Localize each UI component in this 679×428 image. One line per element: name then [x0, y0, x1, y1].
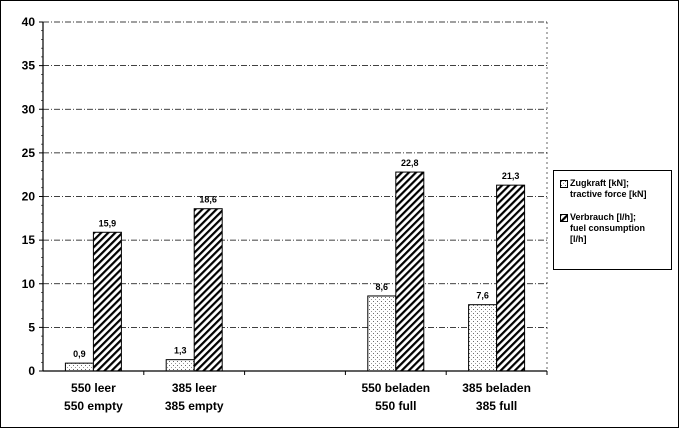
data-label-s1-c1: 18,6	[199, 195, 217, 205]
category-labels: 550 leer 550 empty 385 leer 385 empty 550 be…	[64, 381, 531, 413]
data-label-s0-c4: 7,6	[476, 291, 489, 301]
data-labels: 0,9 15,9 1,3 18,6 8,6 22,8 7,6 21,3	[73, 158, 519, 359]
category-sublabel-4: 385 full	[476, 399, 517, 413]
data-label-s0-c1: 1,3	[174, 346, 187, 356]
data-label-s1-c3: 22,8	[401, 158, 419, 168]
category-sublabel-1: 385 empty	[165, 399, 224, 413]
gridlines	[43, 21, 547, 328]
bars	[64, 171, 526, 372]
y-tick-label-25: 25	[22, 146, 36, 160]
legend-item-tractive-force: Zugkraft [kN]; tractive force [kN]	[560, 178, 667, 200]
y-axis-ticks: 0 5 10 15 20 25 30 35 40	[22, 15, 43, 378]
bar-s1-c3	[395, 171, 425, 372]
category-label-4: 385 beladen	[462, 381, 531, 395]
y-tick-label-10: 10	[22, 277, 36, 291]
bar-s1-c1	[193, 208, 223, 372]
legend: Zugkraft [kN]; tractive force [kN] Verbr…	[553, 170, 672, 270]
category-label-1: 385 leer	[172, 381, 217, 395]
category-sublabel-3: 550 full	[375, 399, 416, 413]
legend-label-tractive-force: Zugkraft [kN]; tractive force [kN]	[570, 178, 647, 199]
legend-item-fuel-consumption: Verbrauch [l/h]; fuel consumption [l/h]	[560, 212, 667, 245]
axes	[42, 22, 548, 375]
y-tick-label-5: 5	[28, 320, 35, 334]
legend-swatch-dotted	[560, 180, 568, 188]
category-label-0: 550 leer	[71, 381, 116, 395]
legend-swatch-hatched	[560, 214, 568, 222]
y-tick-label-20: 20	[22, 190, 36, 204]
category-sublabel-0: 550 empty	[64, 399, 123, 413]
data-label-s1-c0: 15,9	[99, 218, 117, 228]
bar-s1-c4	[496, 184, 526, 372]
data-label-s1-c4: 21,3	[502, 171, 520, 181]
bar-s1-c0	[92, 231, 122, 372]
y-tick-label-0: 0	[28, 364, 35, 378]
bar-s0-c0	[64, 362, 94, 372]
category-label-3: 550 beladen	[361, 381, 430, 395]
y-tick-label-35: 35	[22, 59, 36, 73]
bar-s0-c4	[468, 304, 498, 372]
y-tick-label-30: 30	[22, 102, 36, 116]
legend-label-fuel-consumption: Verbrauch [l/h]; fuel consumption [l/h]	[570, 212, 645, 244]
y-tick-label-15: 15	[22, 233, 36, 247]
y-tick-label-40: 40	[22, 15, 36, 29]
bar-s0-c1	[165, 359, 195, 372]
bar-s0-c3	[367, 295, 397, 372]
data-label-s0-c3: 8,6	[376, 282, 389, 292]
data-label-s0-c0: 0,9	[73, 349, 86, 359]
